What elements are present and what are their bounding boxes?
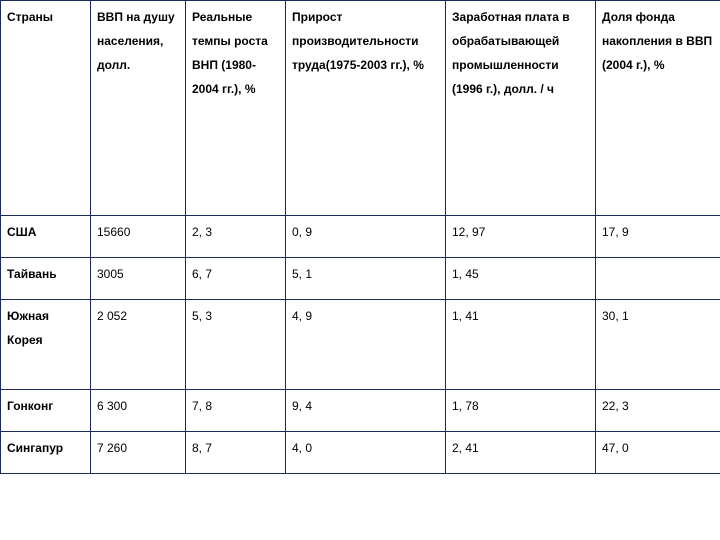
column-header-gnp-growth: Реальные темпы роста ВНП (1980-2004 гг.)…: [186, 1, 286, 216]
cell-prod-growth: 9, 4: [286, 390, 446, 432]
cell-wage: 12, 97: [446, 216, 596, 258]
cell-wage: 1, 45: [446, 258, 596, 300]
cell-wage: 2, 41: [446, 432, 596, 474]
cell-gnp-growth: 7, 8: [186, 390, 286, 432]
cell-prod-growth: 4, 9: [286, 300, 446, 390]
cell-wage: 1, 78: [446, 390, 596, 432]
table-row: Сингапур 7 260 8, 7 4, 0 2, 41 47, 0: [1, 432, 720, 474]
table-row: США 15660 2, 3 0, 9 12, 97 17, 9: [1, 216, 720, 258]
column-header-country: Страны: [1, 1, 91, 216]
cell-gdp: 6 300: [91, 390, 186, 432]
cell-gnp-growth: 2, 3: [186, 216, 286, 258]
cell-gdp: 15660: [91, 216, 186, 258]
cell-wage: 1, 41: [446, 300, 596, 390]
cell-country: Тайвань: [1, 258, 91, 300]
cell-country: Южная Корея: [1, 300, 91, 390]
table-row: Тайвань 3005 6, 7 5, 1 1, 45: [1, 258, 720, 300]
cell-fund-share: 47, 0: [596, 432, 720, 474]
column-header-wage: Заработная плата в обрабатывающей промыш…: [446, 1, 596, 216]
cell-gnp-growth: 8, 7: [186, 432, 286, 474]
cell-fund-share: 17, 9: [596, 216, 720, 258]
cell-gdp: 2 052: [91, 300, 186, 390]
column-header-gdp: ВВП на душу населения, долл.: [91, 1, 186, 216]
cell-prod-growth: 4, 0: [286, 432, 446, 474]
cell-gdp: 3005: [91, 258, 186, 300]
cell-gdp: 7 260: [91, 432, 186, 474]
table-row: Гонконг 6 300 7, 8 9, 4 1, 78 22, 3: [1, 390, 720, 432]
cell-fund-share: 30, 1: [596, 300, 720, 390]
cell-country: Гонконг: [1, 390, 91, 432]
cell-fund-share: [596, 258, 720, 300]
table-header-row: Страны ВВП на душу населения, долл. Реал…: [1, 1, 720, 216]
cell-country: США: [1, 216, 91, 258]
column-header-prod-growth: Прирост производительности труда(1975-20…: [286, 1, 446, 216]
cell-country: Сингапур: [1, 432, 91, 474]
cell-gnp-growth: 6, 7: [186, 258, 286, 300]
cell-prod-growth: 0, 9: [286, 216, 446, 258]
cell-gnp-growth: 5, 3: [186, 300, 286, 390]
cell-fund-share: 22, 3: [596, 390, 720, 432]
cell-prod-growth: 5, 1: [286, 258, 446, 300]
economic-indicators-table: Страны ВВП на душу населения, долл. Реал…: [0, 0, 720, 474]
table-row: Южная Корея 2 052 5, 3 4, 9 1, 41 30, 1: [1, 300, 720, 390]
column-header-fund-share: Доля фонда накопления в ВВП (2004 г.), %: [596, 1, 720, 216]
